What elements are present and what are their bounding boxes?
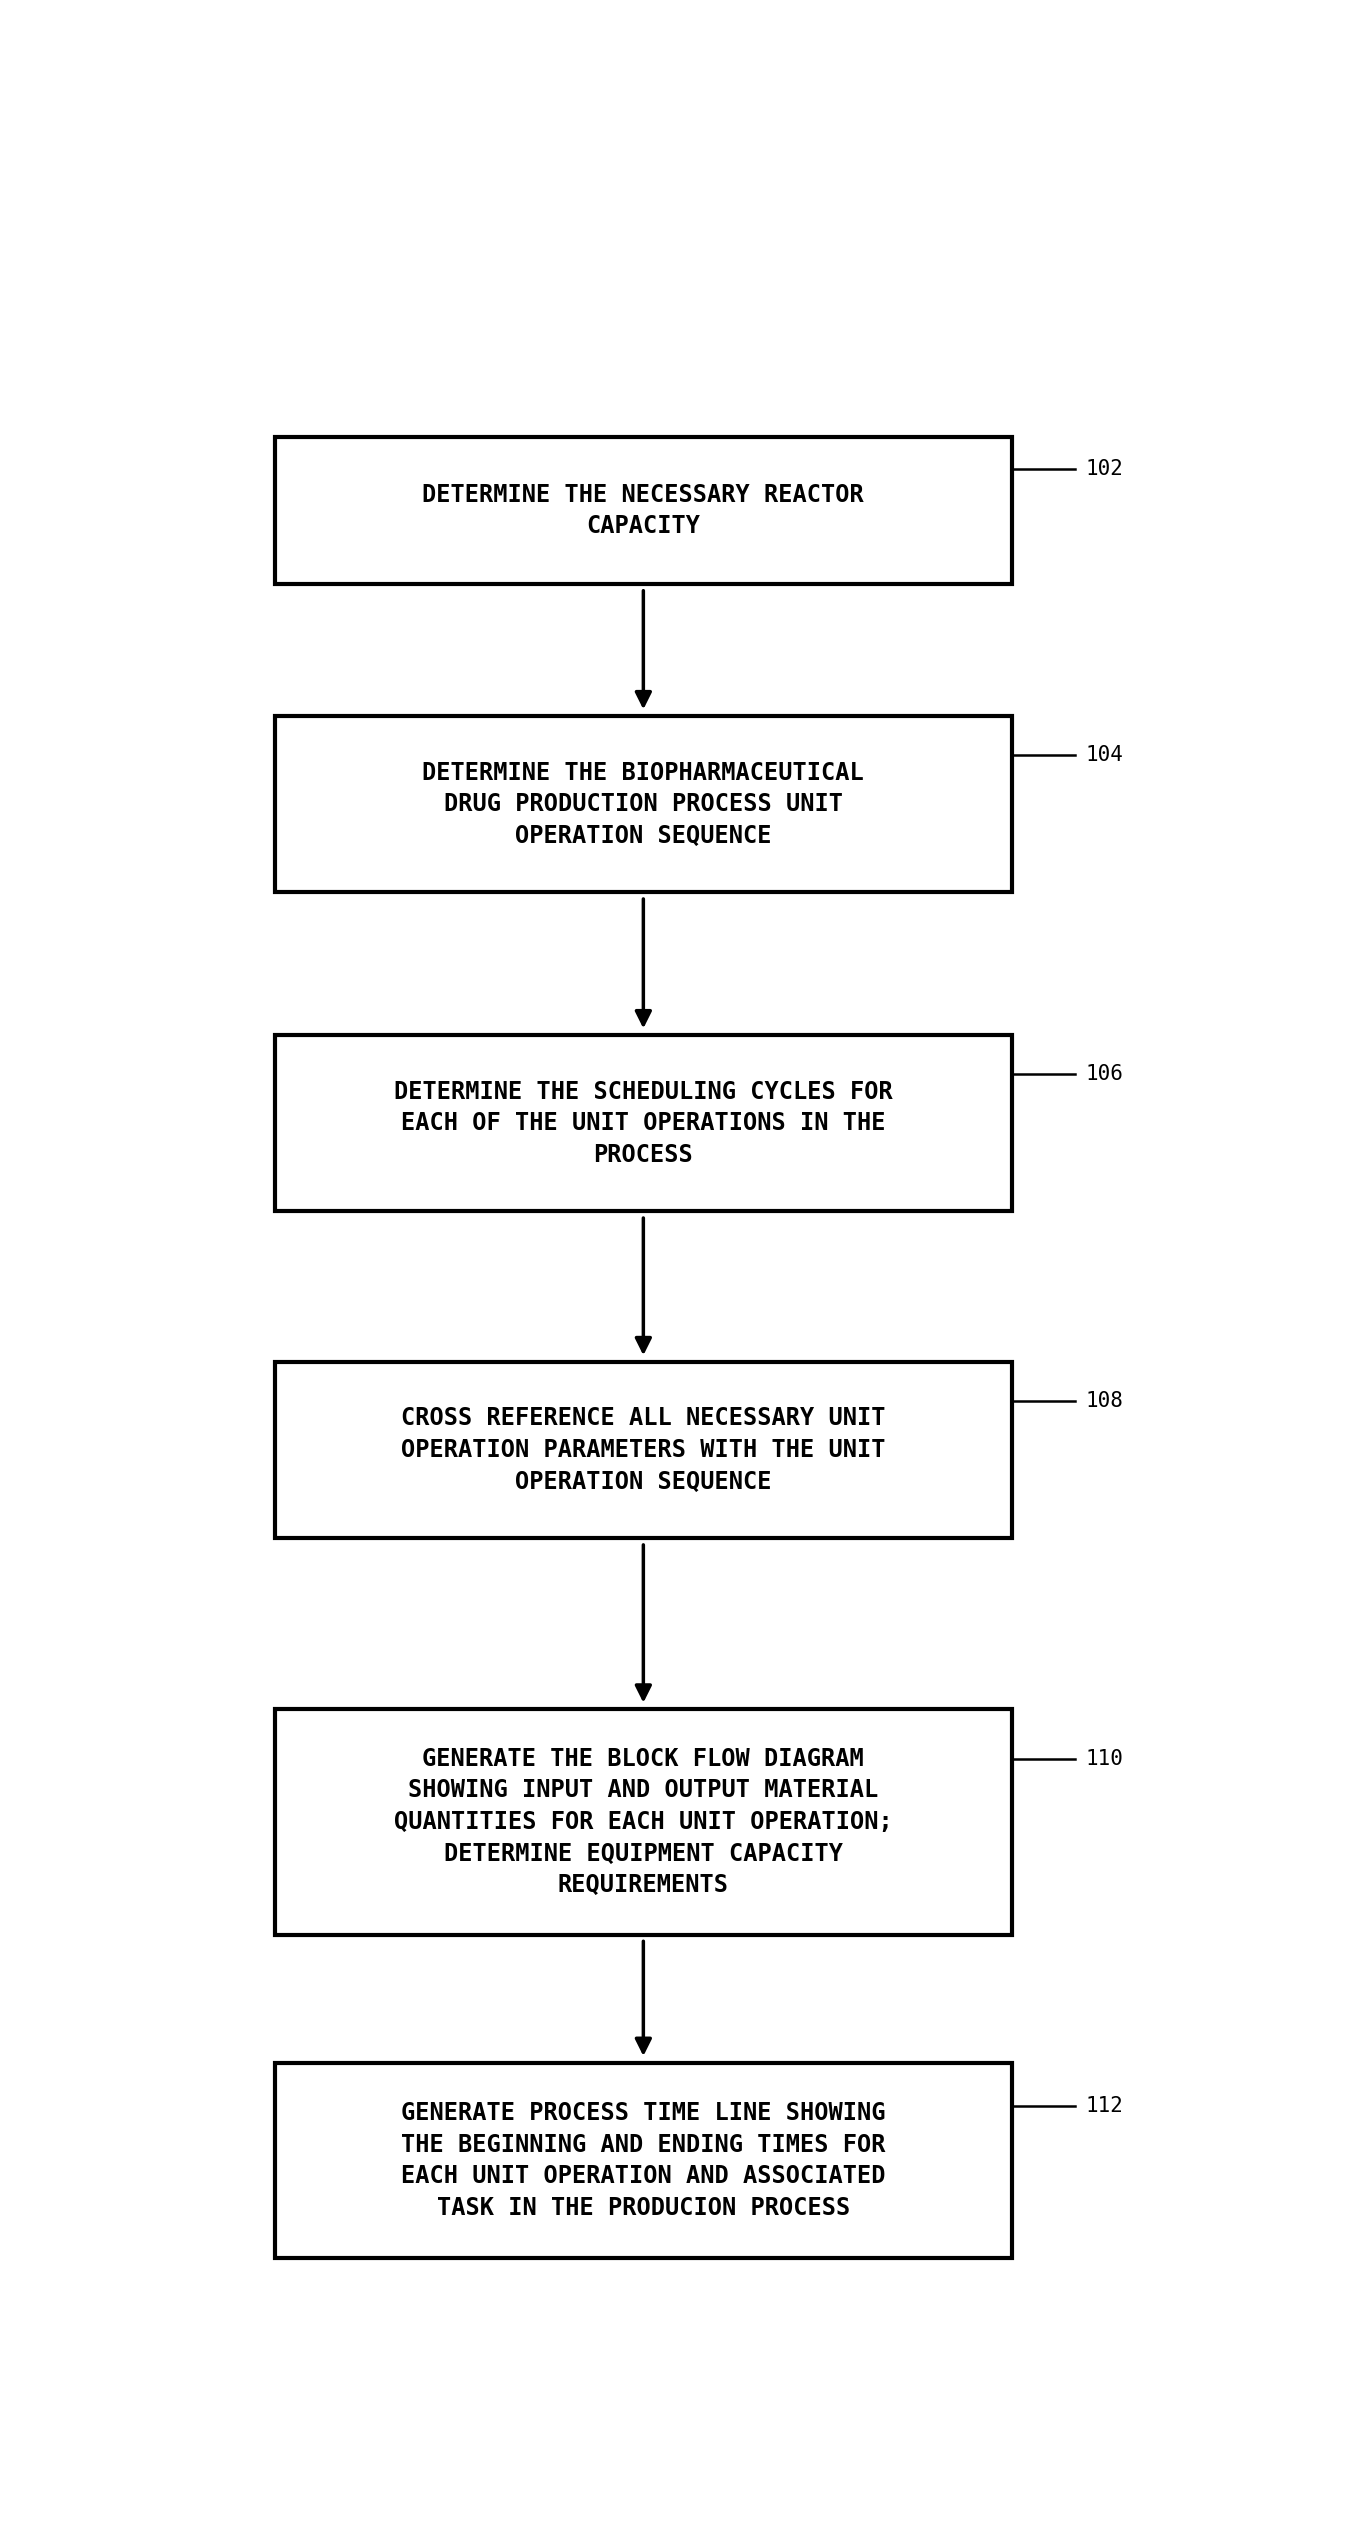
Text: 108: 108 [1085,1390,1123,1411]
Bar [274,1363,1012,1538]
Text: DETERMINE THE BIOPHARMACEUTICAL
DRUG PRODUCTION PROCESS UNIT
OPERATION SEQUENCE: DETERMINE THE BIOPHARMACEUTICAL DRUG PRO… [422,760,864,849]
Bar [274,717,1012,892]
Text: CROSS REFERENCE ALL NECESSARY UNIT
OPERATION PARAMETERS WITH THE UNIT
OPERATION : CROSS REFERENCE ALL NECESSARY UNIT OPERA… [401,1406,885,1495]
Text: 112: 112 [1085,2095,1123,2115]
Bar [274,1708,1012,1934]
Text: 104: 104 [1085,745,1123,765]
Bar [274,437,1012,585]
Bar [274,1035,1012,1213]
Text: DETERMINE THE SCHEDULING CYCLES FOR
EACH OF THE UNIT OPERATIONS IN THE
PROCESS: DETERMINE THE SCHEDULING CYCLES FOR EACH… [394,1080,892,1167]
Text: DETERMINE THE NECESSARY REACTOR
CAPACITY: DETERMINE THE NECESSARY REACTOR CAPACITY [422,483,864,539]
Text: 110: 110 [1085,1749,1123,1769]
Text: GENERATE THE BLOCK FLOW DIAGRAM
SHOWING INPUT AND OUTPUT MATERIAL
QUANTITIES FOR: GENERATE THE BLOCK FLOW DIAGRAM SHOWING … [394,1746,892,1896]
Bar [274,2062,1012,2257]
Text: 102: 102 [1085,460,1123,480]
Text: GENERATE PROCESS TIME LINE SHOWING
THE BEGINNING AND ENDING TIMES FOR
EACH UNIT : GENERATE PROCESS TIME LINE SHOWING THE B… [401,2102,885,2219]
Text: 106: 106 [1085,1065,1123,1083]
